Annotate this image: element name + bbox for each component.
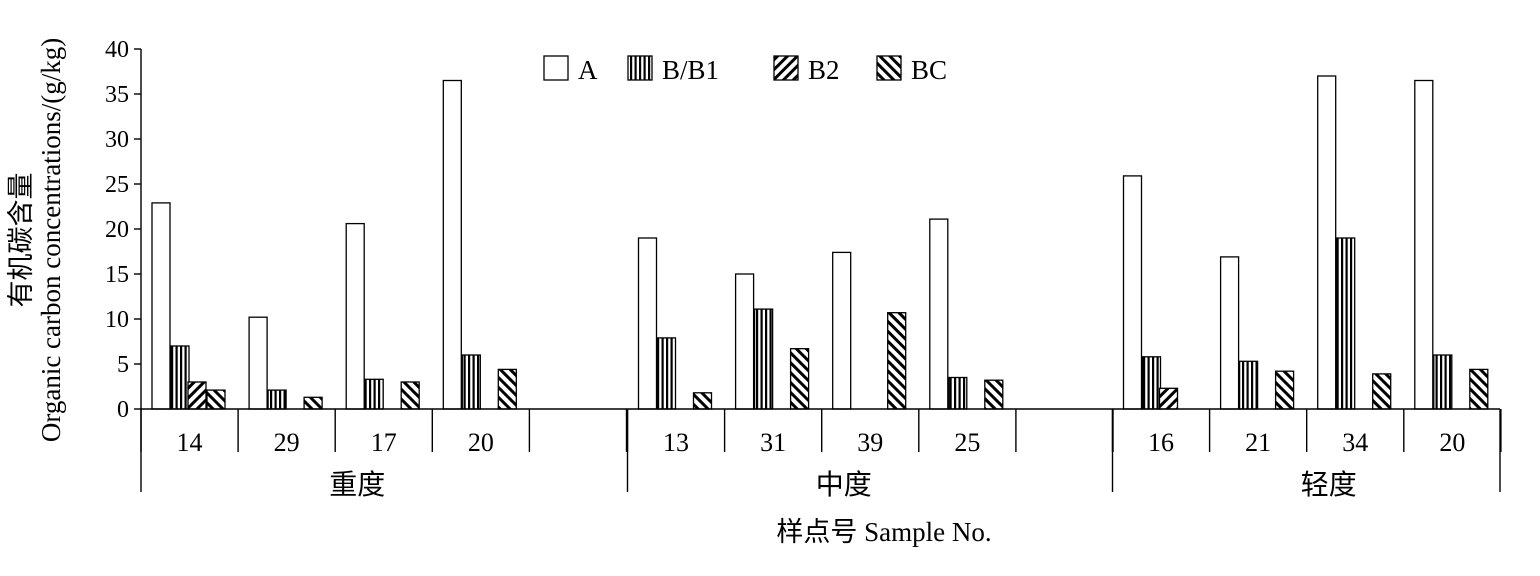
x-axis-title: 样点号 Sample No.: [776, 517, 991, 547]
y-tick-label: 0: [117, 397, 129, 423]
bar-a: [929, 218, 949, 410]
y-axis: 0 5 10 15 20 25 30 35 40: [105, 37, 142, 423]
bar-bc: [400, 381, 420, 410]
legend-label: A: [578, 55, 598, 85]
x-sample-label: 16: [1148, 428, 1174, 457]
bar-bc: [303, 396, 323, 410]
bars: [151, 75, 1489, 410]
bar-b-b1: [948, 376, 968, 410]
y-tick-label: 40: [105, 37, 129, 63]
legend-swatch: [627, 55, 653, 81]
x-group-label: 轻度: [1301, 469, 1357, 501]
x-sample-label: 25: [954, 428, 980, 457]
x-sample-label: 39: [857, 428, 883, 457]
bar-bc: [497, 368, 517, 410]
x-sample-label: 31: [760, 428, 786, 457]
x-sample-label: 20: [468, 428, 494, 457]
x-sample-label: 14: [177, 428, 203, 457]
bar-bc: [1372, 373, 1392, 410]
legend: A B/B1 B2 BC: [543, 55, 947, 85]
bar-a: [1414, 79, 1434, 410]
x-sample-label: 20: [1439, 428, 1465, 457]
x-sample-label: 29: [274, 428, 300, 457]
y-tick-label: 15: [105, 262, 129, 288]
legend-label: BC: [911, 55, 947, 85]
legend-label: B/B1: [662, 55, 719, 85]
bar-b2: [1158, 387, 1179, 410]
bar-bc: [887, 312, 907, 410]
x-sample-label: 21: [1245, 428, 1271, 457]
bar-a: [832, 251, 852, 410]
x-axis: 14 29 17 20 重度 13 31 39 25 中度 16 21 34 20 轻度: [140, 408, 1502, 501]
legend-item-a: A: [543, 55, 598, 85]
bar-bc: [789, 348, 810, 410]
legend-swatch: [543, 55, 569, 81]
bar-b-b1: [170, 345, 190, 410]
bar-a: [734, 273, 755, 410]
bar-bc: [984, 379, 1004, 410]
bar-b-b1: [364, 378, 384, 410]
bar-b-b1: [1238, 360, 1259, 410]
y-tick-label: 10: [105, 307, 129, 333]
bar-b-b1: [1433, 354, 1453, 410]
bar-a: [1122, 175, 1143, 410]
bar-a: [1317, 75, 1337, 410]
bar-b-b1: [1141, 356, 1162, 410]
bar-b-b1: [656, 337, 677, 410]
x-sample-label: 17: [371, 428, 397, 457]
bar-a: [637, 237, 658, 410]
bar-b-b1: [267, 389, 287, 410]
y-tick-label: 35: [105, 82, 129, 108]
x-group-label: 中度: [816, 469, 872, 501]
bar-a: [1219, 256, 1240, 410]
y-tick-label: 25: [105, 172, 129, 198]
y-tick-label: 5: [117, 352, 129, 378]
bar-a: [248, 316, 268, 410]
y-axis-title-cn: 有机碳含量: [6, 173, 36, 308]
y-axis-title: 有机碳含量 Organic carbon concentrations/(g/k…: [6, 38, 66, 442]
bar-b-b1: [461, 354, 481, 410]
bar-bc: [692, 392, 713, 410]
y-tick-label: 20: [105, 217, 129, 243]
y-tick-label: 30: [105, 127, 129, 153]
bar-bc: [1469, 368, 1489, 410]
bar-a: [345, 222, 365, 410]
bar-a: [151, 202, 171, 410]
legend-item-b-b1: B/B1: [627, 55, 719, 85]
legend-item-b2: B2: [773, 55, 840, 85]
bar-bc: [1274, 370, 1295, 410]
legend-swatch: [876, 55, 902, 81]
legend-label: B2: [808, 55, 840, 85]
x-sample-label: 34: [1342, 428, 1368, 457]
bar-a: [442, 79, 462, 410]
legend-item-bc: BC: [876, 55, 947, 85]
x-sample-label: 13: [663, 428, 689, 457]
x-group-label: 重度: [329, 469, 385, 501]
bar-b-b1: [1336, 237, 1356, 410]
bar-bc: [206, 389, 226, 410]
bar-b-b1: [753, 308, 774, 410]
bar-b2: [187, 381, 207, 410]
legend-swatch: [773, 55, 799, 81]
y-axis-title-en: Organic carbon concentrations/(g/kg): [36, 38, 66, 442]
